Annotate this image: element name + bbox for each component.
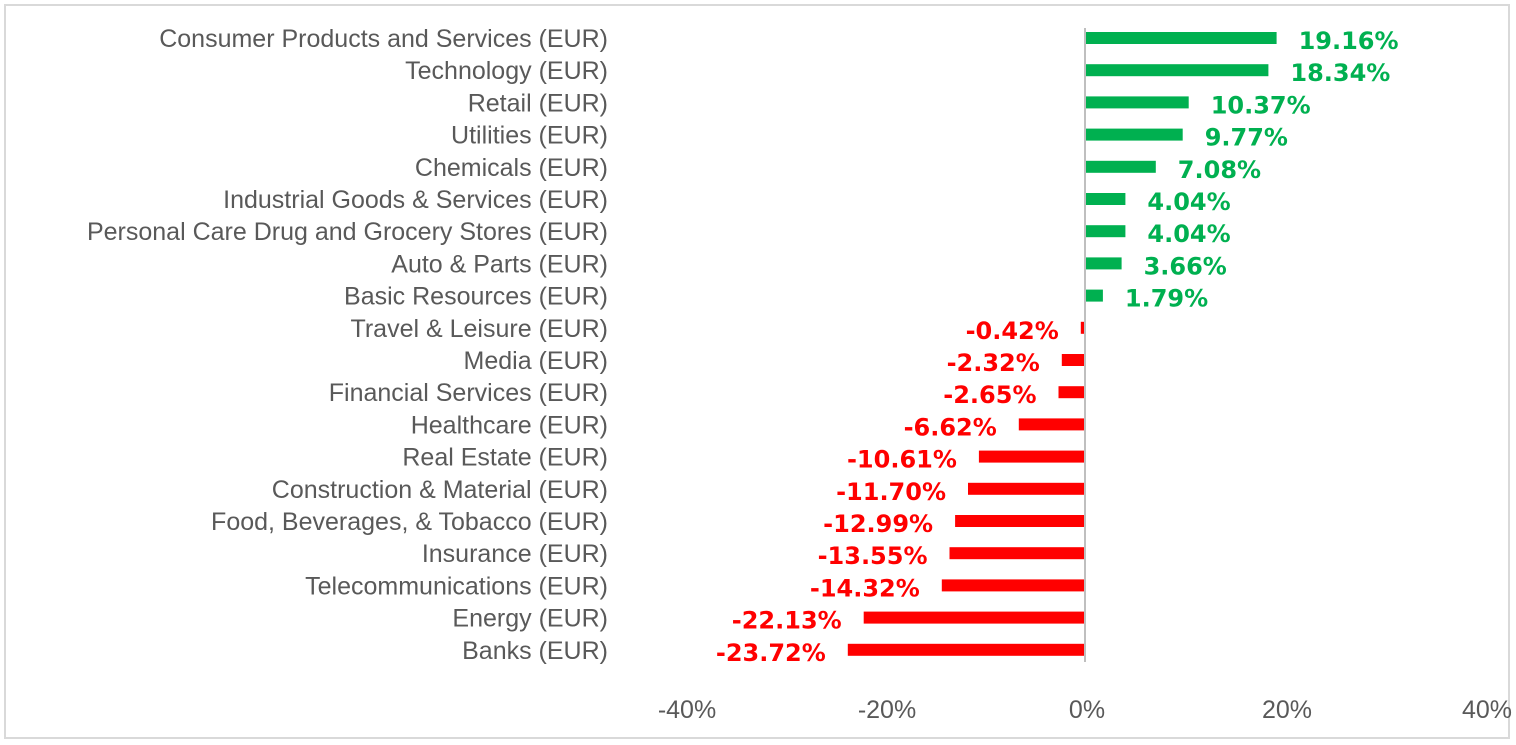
x-tick-label: 20% <box>1262 696 1312 724</box>
x-tick-label: 40% <box>1462 696 1512 724</box>
chart-frame <box>4 4 1510 739</box>
category-label: Energy (EUR) <box>452 605 608 633</box>
data-label: 19.16% <box>1299 27 1399 55</box>
category-label: Retail (EUR) <box>468 89 608 117</box>
bar <box>1085 160 1156 173</box>
category-label: Chemicals (EUR) <box>415 154 608 182</box>
data-label: -0.42% <box>966 317 1059 345</box>
bar <box>949 547 1085 560</box>
data-label: -14.32% <box>810 574 920 602</box>
category-label: Real Estate (EUR) <box>402 444 608 472</box>
data-label: 7.08% <box>1178 156 1261 184</box>
category-label: Utilities (EUR) <box>451 122 608 150</box>
data-label: -2.32% <box>947 349 1040 377</box>
category-label: Industrial Goods & Services (EUR) <box>223 186 608 214</box>
data-label: 4.04% <box>1147 188 1230 216</box>
bar <box>863 611 1085 624</box>
bar <box>1018 418 1085 431</box>
category-label: Consumer Products and Services (EUR) <box>159 25 608 53</box>
bar <box>847 643 1085 656</box>
data-label: 9.77% <box>1205 124 1288 152</box>
data-label: -2.65% <box>943 381 1036 409</box>
bar <box>941 579 1085 592</box>
category-label: Technology (EUR) <box>405 57 608 85</box>
bar <box>1085 257 1122 270</box>
category-label: Banks (EUR) <box>462 637 608 665</box>
data-label: 18.34% <box>1290 59 1390 87</box>
category-label: Financial Services (EUR) <box>329 379 608 407</box>
bar <box>1085 96 1189 109</box>
bar <box>978 450 1085 463</box>
data-label: -11.70% <box>836 478 946 506</box>
category-label: Media (EUR) <box>464 347 608 375</box>
category-label: Telecommunications (EUR) <box>305 572 608 600</box>
data-label: -23.72% <box>716 639 826 667</box>
bar <box>1058 386 1085 399</box>
bar <box>1085 128 1183 141</box>
data-label: -6.62% <box>904 413 997 441</box>
bar <box>968 482 1085 495</box>
category-label: Food, Beverages, & Tobacco (EUR) <box>211 508 608 536</box>
bar <box>1085 289 1103 302</box>
bar <box>955 515 1085 527</box>
data-label: -13.55% <box>818 542 928 570</box>
data-label: 1.79% <box>1125 285 1208 313</box>
data-label: -22.13% <box>732 607 842 635</box>
bar <box>1080 321 1085 334</box>
category-label: Basic Resources (EUR) <box>344 283 608 311</box>
data-label: -12.99% <box>823 510 933 538</box>
category-label: Insurance (EUR) <box>422 540 608 568</box>
x-tick-label: -20% <box>858 696 916 724</box>
data-label: 10.37% <box>1211 91 1311 119</box>
data-label: -10.61% <box>847 446 957 474</box>
data-label: 4.04% <box>1147 220 1230 248</box>
bar <box>1085 225 1126 238</box>
bar <box>1085 64 1269 77</box>
category-label: Healthcare (EUR) <box>411 411 608 439</box>
x-tick-label: -40% <box>658 696 716 724</box>
category-label: Travel & Leisure (EUR) <box>351 315 608 343</box>
bar <box>1061 354 1085 366</box>
category-label: Personal Care Drug and Grocery Stores (E… <box>87 218 608 246</box>
category-label: Auto & Parts (EUR) <box>391 250 608 278</box>
x-tick-label: 0% <box>1069 696 1105 724</box>
bar <box>1085 193 1126 205</box>
category-label: Construction & Material (EUR) <box>272 476 608 504</box>
bar <box>1085 32 1277 44</box>
data-label: 3.66% <box>1144 252 1227 280</box>
